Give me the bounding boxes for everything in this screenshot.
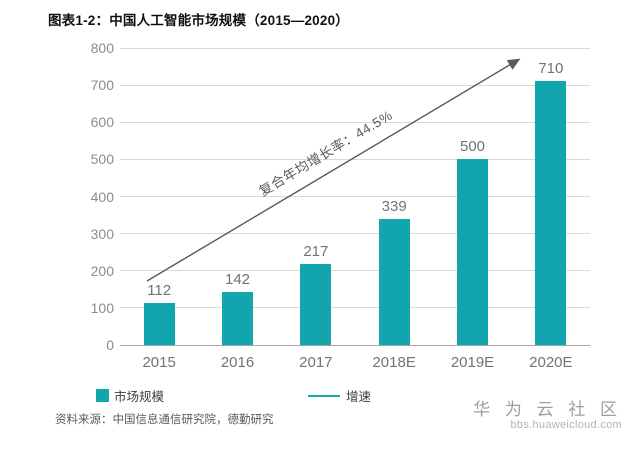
grid-line <box>120 158 590 160</box>
x-tick-label: 2015 <box>142 354 176 371</box>
y-tick-label: 200 <box>90 262 114 279</box>
x-axis-line <box>120 344 590 346</box>
bar-value-label: 217 <box>303 243 329 261</box>
bar-value-label: 500 <box>459 138 486 156</box>
watermark-site-name: 华 为 云 社 区 <box>473 400 622 419</box>
source-note: 资料来源：中国信息通信研究院，德勤研究 <box>55 414 274 426</box>
bar-2015 <box>143 303 175 345</box>
x-tick-label: 2016 <box>220 354 255 371</box>
grid-line <box>120 196 590 197</box>
growth-trend-arrow <box>146 58 521 282</box>
legend-bar-label: 市场规模 <box>114 390 165 404</box>
legend-line-swatch <box>308 394 341 397</box>
chart-legend: 市场规模 增速 <box>96 386 371 405</box>
bar-2019E <box>457 159 488 345</box>
bar-2018E <box>378 219 410 345</box>
watermark: 华 为 云 社 区 bbs.huaweicloud.com <box>473 401 622 432</box>
bar-2016 <box>222 292 253 345</box>
chart-title: 图表1-2：中国人工智能市场规模（2015—2020） <box>48 13 349 28</box>
plot-area: 800 700 600 500 400 300 200 100 0 112 2015 142 2016… <box>91 41 590 371</box>
bar-2020E <box>535 81 567 345</box>
bar-value-label: 112 <box>147 282 172 300</box>
y-tick-label: 700 <box>90 77 114 94</box>
y-tick-label: 100 <box>90 299 114 316</box>
x-tick-label: 2018E <box>372 354 416 371</box>
x-tick-label: 2017 <box>299 354 333 371</box>
grid-line <box>120 233 590 235</box>
grid-line <box>120 47 590 49</box>
y-tick-label: 800 <box>90 40 114 56</box>
grid-line <box>120 84 590 86</box>
y-tick-label: 0 <box>106 337 114 353</box>
legend-line-label: 增速 <box>346 390 372 404</box>
bar-value-label: 710 <box>538 60 564 78</box>
y-tick-label: 400 <box>90 188 114 205</box>
bar-value-label: 339 <box>381 198 407 216</box>
watermark-site-url: bbs.huaweicloud.com <box>510 419 622 431</box>
y-tick-label: 300 <box>90 225 114 242</box>
legend-bar-swatch <box>96 389 109 402</box>
bar-value-label: 142 <box>224 271 251 289</box>
grid-line <box>120 121 590 123</box>
grid-line <box>120 307 590 309</box>
y-tick-label: 500 <box>90 151 114 168</box>
x-tick-label: 2020E <box>529 354 573 371</box>
bar-2017 <box>300 264 332 345</box>
x-tick-label: 2019E <box>450 354 495 371</box>
grid-line <box>120 270 590 272</box>
y-tick-label: 600 <box>90 114 114 131</box>
